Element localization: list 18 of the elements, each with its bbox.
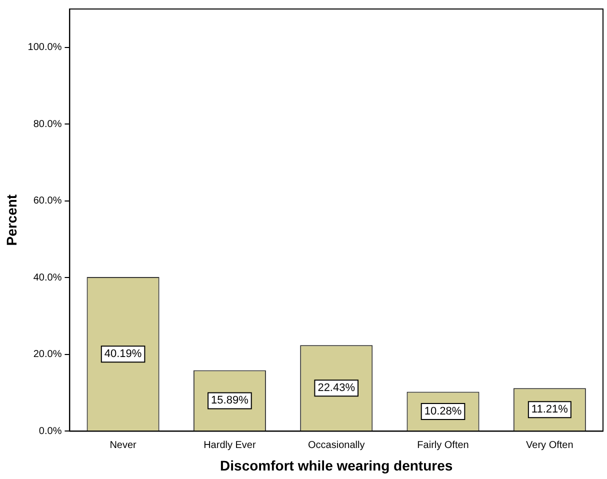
- data-label: 11.21%: [531, 404, 568, 416]
- y-axis-title: Percent: [3, 194, 20, 246]
- data-label: 22.43%: [318, 382, 356, 394]
- data-label: 40.19%: [104, 348, 142, 360]
- y-tick-label: 40.0%: [33, 272, 62, 284]
- x-tick-label: Occasionally: [308, 440, 365, 451]
- data-label: 15.89%: [211, 394, 249, 407]
- y-tick-label: 60.0%: [33, 196, 62, 207]
- y-tick-label: 80.0%: [33, 118, 62, 130]
- x-tick-label: Fairly Often: [417, 440, 469, 451]
- y-tick-label: 20.0%: [33, 349, 62, 360]
- x-tick-label: Hardly Ever: [204, 440, 256, 451]
- x-axis-title: Discomfort while wearing dentures: [220, 457, 453, 474]
- y-tick-label: 100.0%: [28, 42, 62, 54]
- x-tick-label: Never: [110, 440, 138, 451]
- x-tick-label: Very Often: [526, 440, 574, 451]
- y-tick-label: 0.0%: [38, 426, 62, 437]
- data-label: 10.28%: [424, 406, 462, 418]
